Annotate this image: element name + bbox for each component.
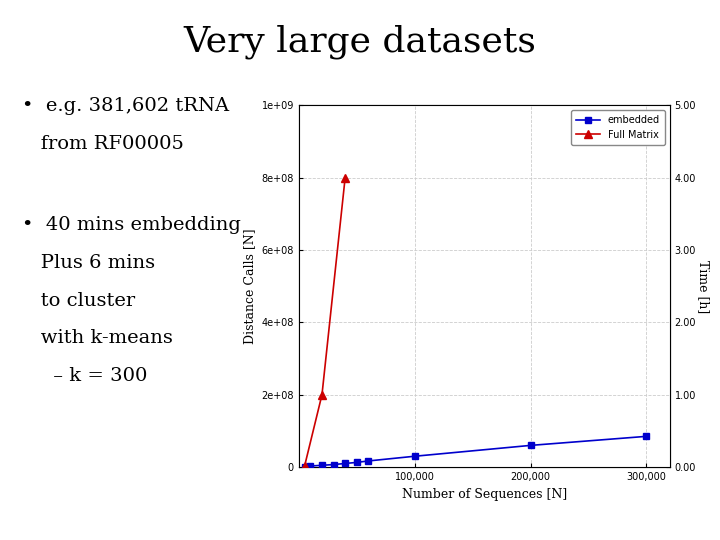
Legend: embedded, Full Matrix: embedded, Full Matrix: [571, 110, 665, 145]
Text: Plus 6 mins: Plus 6 mins: [22, 254, 155, 272]
embedded: [318, 462, 326, 469]
embedded: [526, 442, 535, 449]
Text: – k = 300: – k = 300: [22, 367, 147, 385]
embedded: [306, 463, 315, 469]
Text: •  e.g. 381,602 tRNA: • e.g. 381,602 tRNA: [22, 97, 229, 115]
embedded: [410, 453, 419, 460]
Text: Very large datasets: Very large datasets: [184, 24, 536, 59]
Full Matrix: [318, 392, 326, 398]
embedded: [329, 461, 338, 468]
Y-axis label: Distance Calls [N]: Distance Calls [N]: [243, 228, 256, 344]
embedded: [300, 463, 309, 470]
Line: embedded: embedded: [302, 434, 649, 469]
embedded: [352, 459, 361, 465]
Text: with k-means: with k-means: [22, 329, 173, 347]
Full Matrix: [341, 174, 349, 181]
Text: to cluster: to cluster: [22, 292, 135, 309]
Text: •  40 mins embedding: • 40 mins embedding: [22, 216, 240, 234]
embedded: [364, 458, 373, 464]
Y-axis label: Time [h]: Time [h]: [697, 260, 710, 313]
embedded: [642, 433, 651, 440]
embedded: [341, 460, 349, 467]
Line: Full Matrix: Full Matrix: [300, 173, 349, 470]
Text: from RF00005: from RF00005: [22, 135, 184, 153]
Full Matrix: [300, 463, 309, 469]
X-axis label: Number of Sequences [N]: Number of Sequences [N]: [402, 488, 567, 501]
